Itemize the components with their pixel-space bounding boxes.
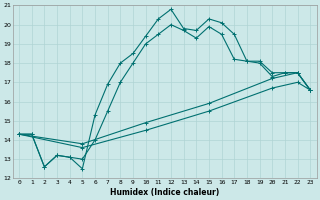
X-axis label: Humidex (Indice chaleur): Humidex (Indice chaleur) — [110, 188, 219, 197]
